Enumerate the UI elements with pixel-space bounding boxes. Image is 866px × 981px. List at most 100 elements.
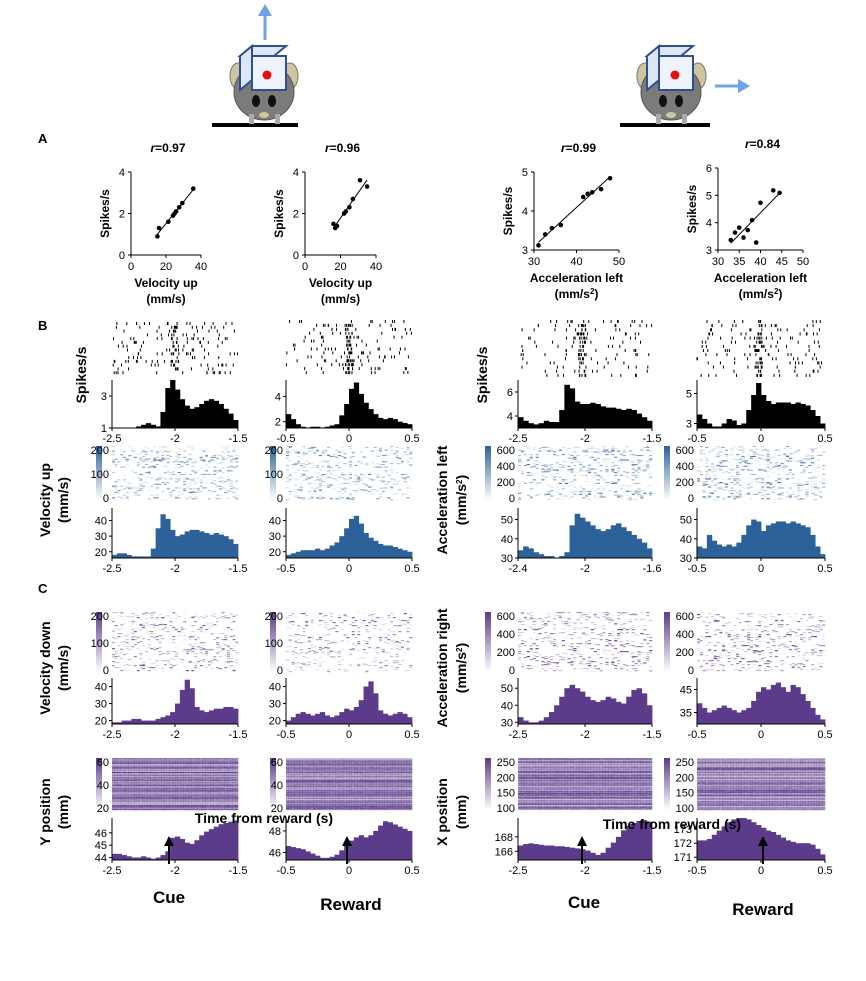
heatmap-cell <box>646 656 650 658</box>
heatmap-cell <box>194 471 198 473</box>
hist-bar <box>213 400 220 428</box>
colorbar <box>270 446 276 500</box>
hist-bar <box>523 720 529 724</box>
heatmap-cell <box>758 636 762 638</box>
heatmap-cell <box>544 494 548 496</box>
heatmap-cell <box>567 622 571 624</box>
heatmap-cell <box>166 462 170 464</box>
heatmap-cell <box>205 758 209 760</box>
heatmap-cell <box>585 663 589 665</box>
heatmap-cell <box>349 665 352 667</box>
heatmap-cell <box>786 657 790 659</box>
heatmap-cell <box>409 465 413 467</box>
heatmap-cell <box>582 614 586 616</box>
heatmap-y-tick-label: 0 <box>277 665 283 677</box>
heatmap-y-tick-label: 200 <box>265 445 283 457</box>
heatmap-cell <box>791 663 795 665</box>
heatmap-cell <box>158 483 162 485</box>
heatmap-cell <box>349 664 352 666</box>
heatmap-cell <box>401 454 404 456</box>
y-tick-label: 6 <box>507 387 513 399</box>
heatmap-cell <box>747 629 751 631</box>
hist-bar <box>820 719 826 724</box>
heatmap-cell <box>788 641 792 643</box>
hist-bar <box>600 531 607 558</box>
colorbar <box>664 446 670 500</box>
heatmap-cell <box>702 621 706 623</box>
hist-bar <box>559 556 565 558</box>
heatmap-cell <box>518 461 522 463</box>
heatmap-cell <box>332 470 336 472</box>
heatmap-cell <box>310 450 314 452</box>
heatmap-cell <box>191 646 195 648</box>
hist-bar <box>155 528 161 558</box>
heatmap-cell <box>797 491 801 493</box>
heatmap-cell <box>205 473 209 475</box>
heatmap-cell <box>318 639 322 641</box>
heatmap-cell <box>158 614 162 616</box>
heatmap-cell <box>620 627 624 629</box>
heatmap-cell <box>772 499 776 501</box>
heatmap-cell <box>617 638 621 640</box>
heatmap-cell <box>819 655 823 657</box>
heatmap-cell <box>593 671 597 673</box>
heatmap-cell <box>401 462 404 464</box>
heatmap-cell <box>150 486 154 488</box>
hist-bar <box>145 556 152 558</box>
heatmap-cell <box>811 486 815 488</box>
heatmap-cell <box>186 498 189 500</box>
heatmap-cell <box>395 472 399 474</box>
heatmap-cell <box>229 480 233 482</box>
heatmap-cell <box>755 650 759 652</box>
hist-bar <box>150 548 157 559</box>
heatmap-cell <box>573 491 577 493</box>
hist-bar <box>344 404 350 428</box>
heatmap-cell <box>605 639 609 641</box>
heatmap-cell <box>733 483 737 485</box>
heatmap-cell <box>544 624 548 626</box>
heatmap-cell <box>221 482 225 484</box>
heatmap-cell <box>232 758 236 760</box>
heatmap-cell <box>822 480 826 482</box>
heatmap-cell <box>387 497 391 499</box>
heatmap-cell <box>538 654 542 656</box>
heatmap-cell <box>128 487 132 489</box>
heatmap-cell <box>733 669 737 671</box>
heatmap-cell <box>622 646 627 648</box>
heatmap-cell <box>390 621 394 623</box>
heatmap-cell <box>112 612 115 614</box>
heatmap-cell <box>730 487 734 489</box>
heatmap-cell <box>631 625 635 627</box>
heatmap-cell <box>585 671 589 673</box>
heatmap-cell <box>722 625 726 627</box>
heatmap-cell <box>518 485 522 487</box>
heatmap-cell <box>172 651 176 653</box>
heatmap-cell <box>617 635 621 637</box>
heatmap-cell <box>288 474 292 476</box>
heatmap-cell <box>579 661 583 663</box>
heatmap-cell <box>329 651 333 653</box>
heatmap-cell <box>722 645 726 647</box>
heatmap-cell <box>713 664 717 666</box>
heatmap-cell <box>213 613 217 615</box>
heatmap-cell <box>349 653 352 655</box>
heatmap-cell <box>346 462 350 464</box>
heatmap-cell <box>805 466 809 468</box>
y-axis-label: Spikes/s <box>272 189 286 238</box>
heatmap-cell <box>741 644 745 646</box>
heatmap-cell <box>147 448 151 450</box>
heatmap-cell <box>172 471 176 473</box>
heatmap-cell <box>392 631 396 633</box>
heatmap-cell <box>196 647 200 649</box>
heatmap-cell <box>310 496 314 498</box>
hist-bar <box>543 420 550 428</box>
heatmap-cell <box>409 464 413 466</box>
heatmap-cell <box>224 662 228 664</box>
heatmap-cell <box>766 666 770 668</box>
heatmap-cell <box>305 464 309 466</box>
heatmap-cell <box>155 451 159 453</box>
heatmap-cell <box>318 496 322 498</box>
heatmap-cell <box>553 479 557 481</box>
heatmap-cell <box>305 447 309 449</box>
hist-bar <box>373 414 379 428</box>
